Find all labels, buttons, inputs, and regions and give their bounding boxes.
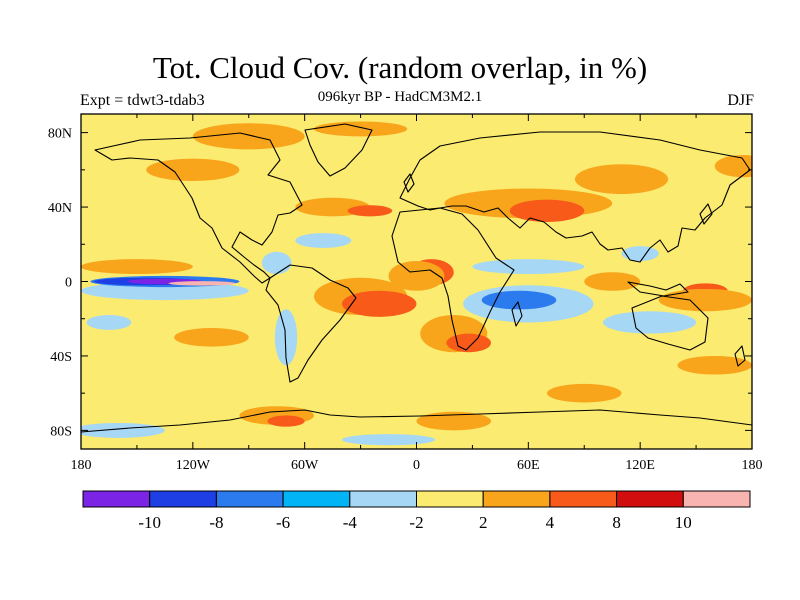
colorbar-label: 10 (675, 513, 692, 532)
coastline-eurasia (399, 131, 751, 263)
anomaly-region-orange (574, 164, 669, 195)
coastline-antarctica (81, 409, 752, 433)
coastline-british-isles (403, 173, 415, 193)
anomaly-region-orange (416, 411, 492, 431)
lon-tick-label: 0 (413, 458, 420, 473)
coastline-madagascar (511, 301, 523, 327)
coastline-new-zealand (734, 345, 746, 367)
anomaly-region-light-blue (274, 309, 298, 366)
coastline-africa (391, 207, 515, 351)
lat-tick-label: 40N (48, 201, 72, 216)
anomaly-region-orange (81, 259, 193, 275)
colorbar-box (282, 490, 351, 508)
coastlines (81, 123, 752, 433)
anomaly-region-orange (546, 383, 622, 403)
anomaly-region-light-blue (86, 315, 132, 330)
anomaly-region-red (341, 290, 417, 317)
anomaly-region-orange (313, 121, 408, 137)
colorbar-label: -4 (343, 513, 358, 532)
colorbar-labels: -10 -8 -6 -4 -2 2 4 8 10 (138, 513, 691, 532)
colorbar-label: 4 (546, 513, 555, 532)
colorbar-boxes (82, 490, 751, 508)
colorbar-box (482, 490, 551, 508)
anomaly-region-light-blue (602, 311, 697, 334)
colorbar-label: 2 (479, 513, 488, 532)
colorbar-label: -2 (409, 513, 423, 532)
colorbar-box (549, 490, 618, 508)
latitude-axis: 80N 40N 0 40S 80S (48, 127, 752, 439)
anomaly-region-orange (658, 288, 752, 312)
anomaly-region-light-blue (341, 434, 436, 446)
lon-tick-label: 60W (291, 458, 319, 473)
colorbar-box (682, 490, 751, 508)
coastline-australia (631, 295, 709, 351)
anomaly-region-orange (584, 272, 641, 291)
anomaly-region-blue (481, 290, 557, 310)
lon-tick-label: 120W (176, 458, 211, 473)
coastline-greenland (304, 123, 373, 177)
lat-tick-label: 40S (50, 350, 72, 365)
anomaly-region-light-blue (621, 246, 659, 262)
colorbar-box (416, 490, 484, 508)
anomaly-region-orange (677, 355, 752, 375)
plot-title: Tot. Cloud Cov. (random overlap, in %) (152, 50, 648, 85)
lat-tick-label: 80N (48, 127, 72, 142)
coastline-japan (699, 203, 713, 225)
longitude-axis: 180 120W 60W 0 60E 120E 180 (71, 114, 763, 473)
colorbar: -10 -8 -6 -4 -2 2 4 8 10 (82, 490, 751, 532)
colorbar-box (616, 490, 684, 508)
lon-tick-label: 180 (71, 458, 92, 473)
colorbar-label: -10 (138, 513, 161, 532)
anomaly-region-orange (714, 154, 752, 178)
anomaly-region-light-blue (81, 281, 249, 301)
anomaly-region-orange (388, 261, 445, 291)
anomaly-region-light-blue (261, 251, 292, 275)
colorbar-box (149, 490, 217, 508)
coastline-indonesia (627, 281, 689, 297)
lon-tick-label: 60E (517, 458, 540, 473)
anomaly-region-red (446, 333, 492, 353)
anomaly-region-red (509, 199, 585, 222)
anomaly-region-red (347, 205, 393, 217)
anomaly-region-orange (174, 328, 249, 347)
colorbar-label: 8 (612, 513, 621, 532)
anomaly-region-light-blue (472, 259, 585, 275)
lon-tick-label: 120E (625, 458, 655, 473)
season-label: DJF (727, 92, 754, 109)
anomaly-region-orange (192, 123, 305, 150)
experiment-label: Expt = tdwt3-tdab3 (80, 92, 205, 109)
colorbar-label: -6 (276, 513, 290, 532)
lat-tick-label: 0 (65, 276, 72, 291)
plot-subtitle: 096kyr BP - HadCM3M2.1 (317, 89, 483, 105)
colorbar-box (215, 490, 284, 508)
coastline-north-america (94, 132, 303, 284)
colorbar-label: -8 (209, 513, 223, 532)
coastline-south-america (265, 264, 357, 383)
lat-tick-label: 80S (50, 424, 72, 439)
anomaly-region-pink (168, 281, 236, 286)
anomaly-region-orange (146, 158, 240, 181)
map-panel: 80N 40N 0 40S 80S 180 120W 60W 0 60E 120E 180 (48, 113, 763, 473)
anomaly-region-light-blue (295, 233, 352, 248)
colorbar-box (349, 490, 417, 508)
anomaly-region-red (267, 415, 305, 427)
colorbar-box (82, 490, 151, 508)
lon-tick-label: 180 (742, 458, 763, 473)
